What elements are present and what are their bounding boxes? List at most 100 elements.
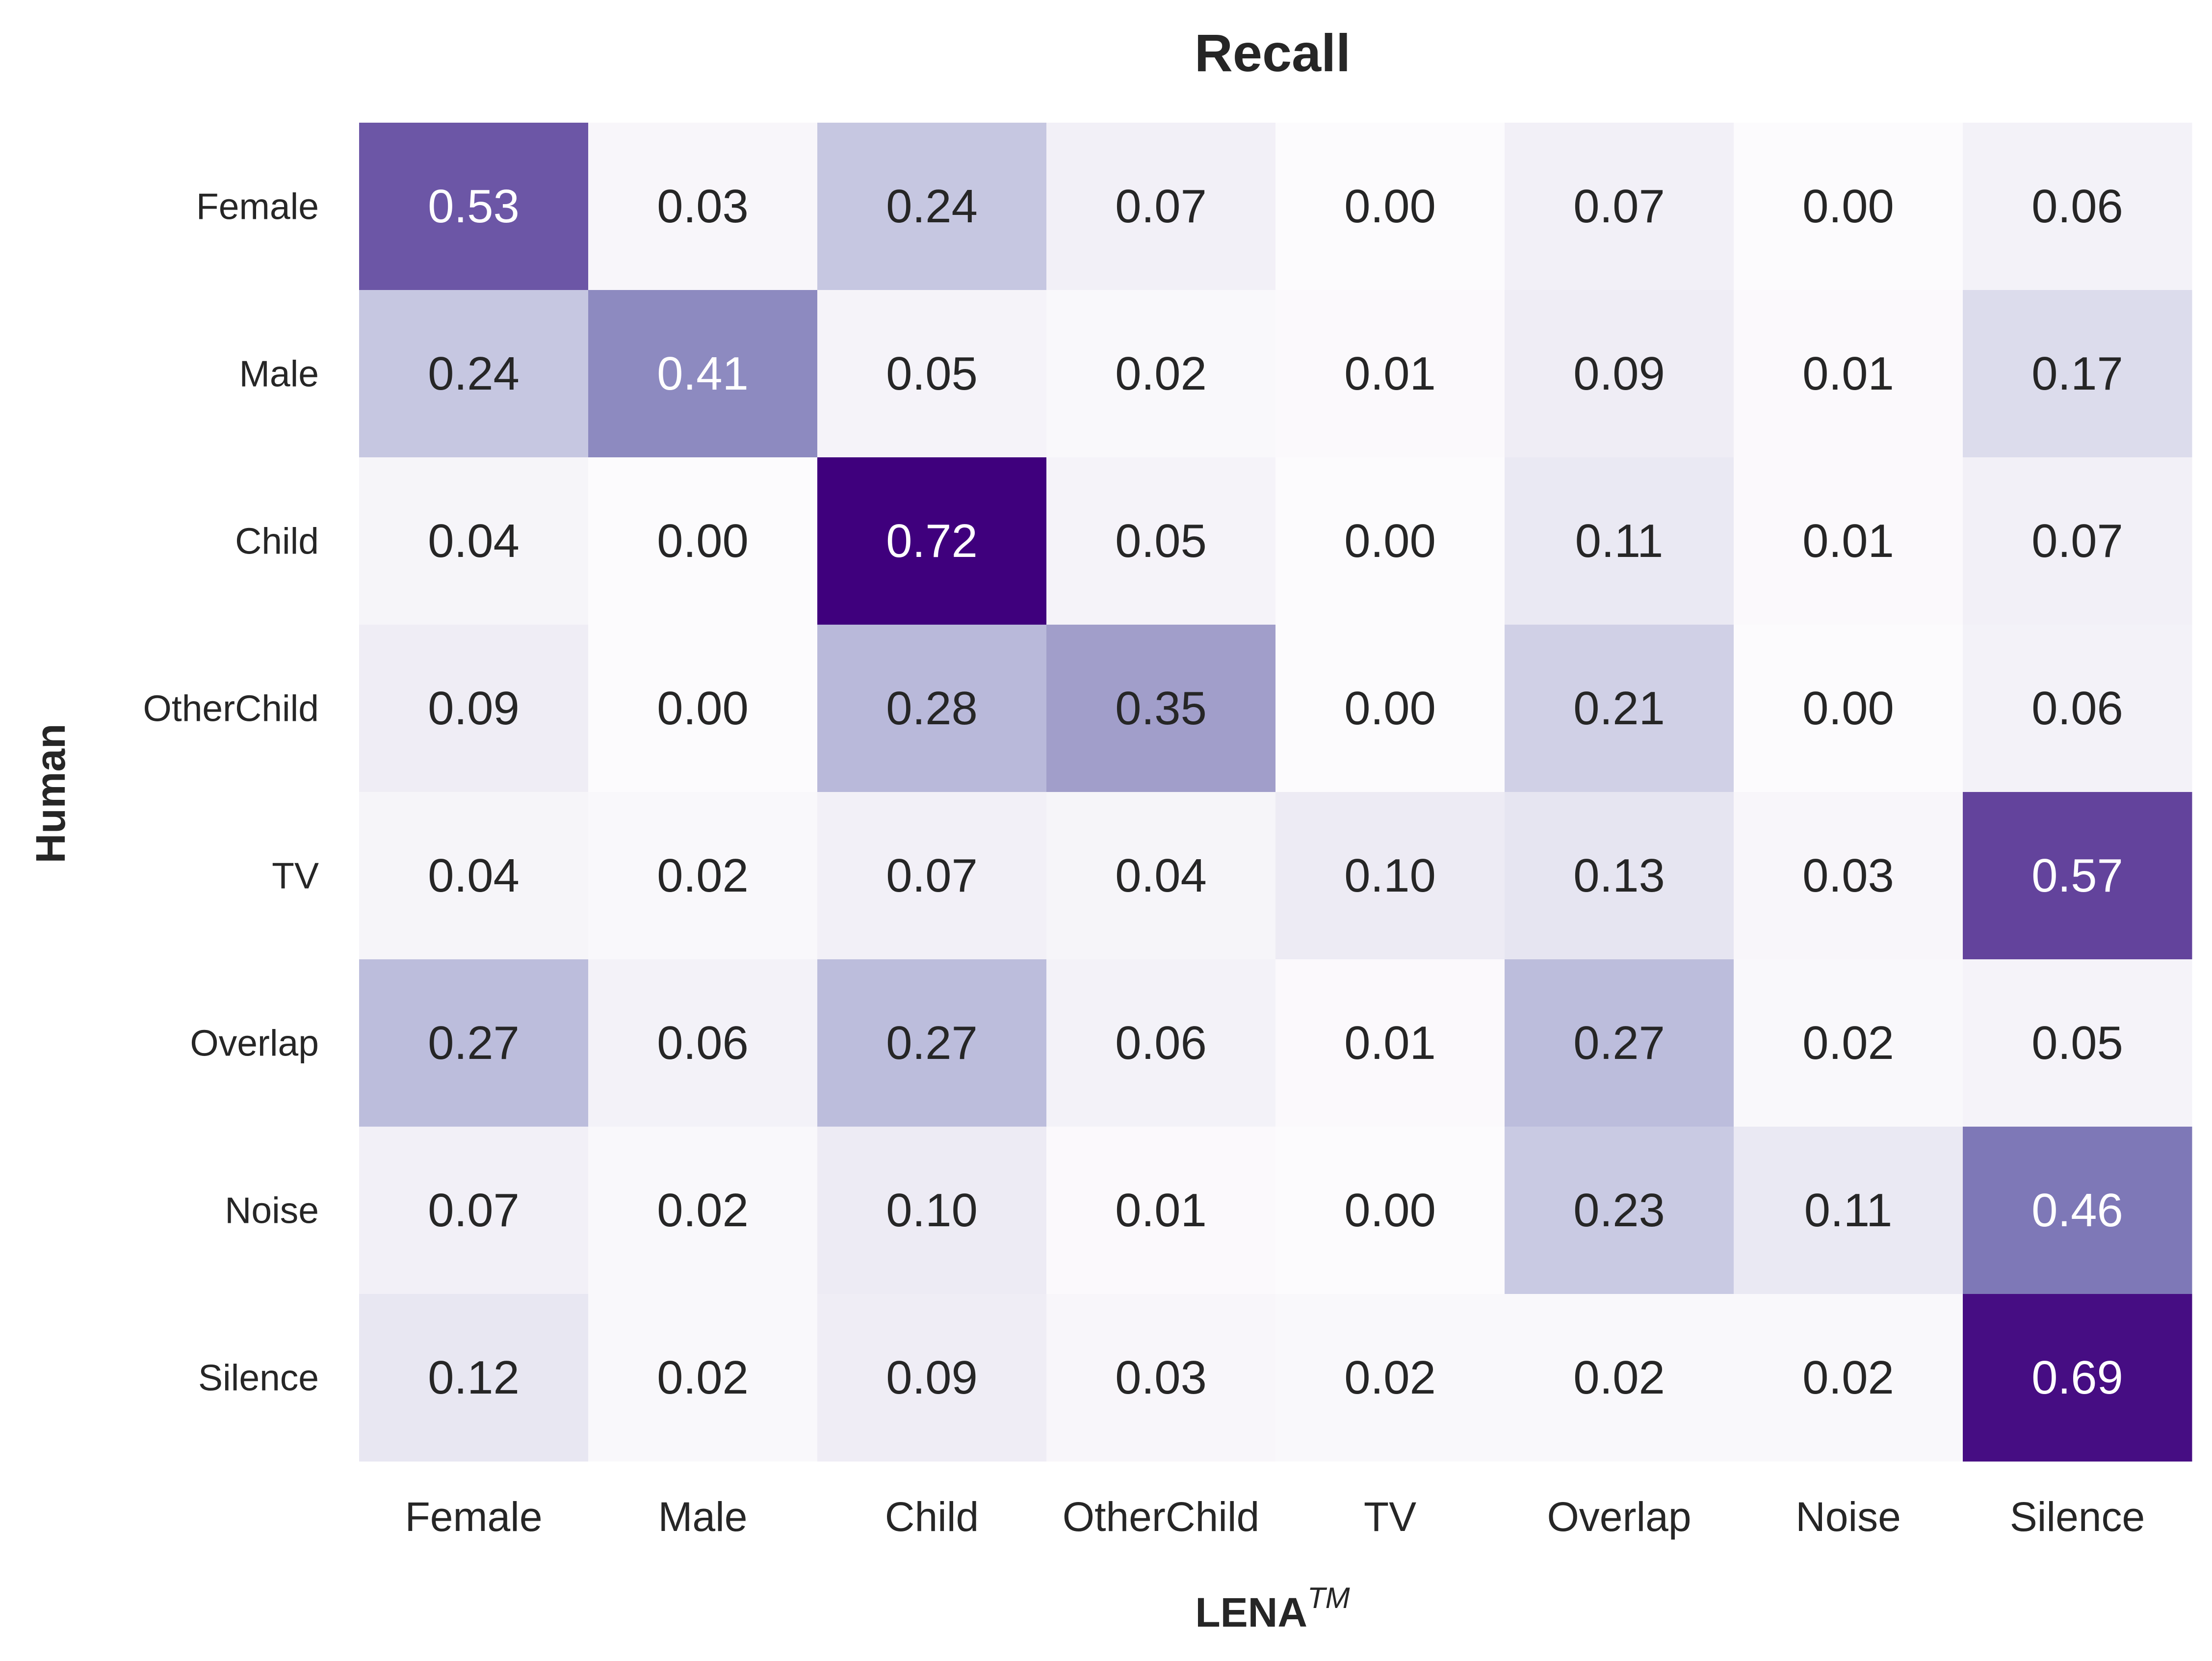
cell-female-male — [588, 123, 818, 290]
cell-male-noise — [1734, 290, 1963, 458]
cell-overlap-noise — [1734, 959, 1963, 1127]
cell-value-overlap-silence: 0.05 — [2031, 1017, 2123, 1069]
y-tick-otherchild: OtherChild — [143, 688, 319, 729]
cell-otherchild-overlap — [1505, 625, 1734, 792]
x-tick-male: Male — [658, 1494, 747, 1540]
y-tick-male: Male — [239, 353, 319, 395]
cell-value-silence-male: 0.02 — [657, 1351, 749, 1404]
cell-value-noise-tv: 0.00 — [1344, 1184, 1436, 1237]
cell-value-tv-otherchild: 0.04 — [1115, 849, 1207, 902]
cell-otherchild-silence — [1963, 625, 2192, 792]
x-tick-tv: TV — [1364, 1494, 1416, 1540]
cell-value-noise-female: 0.07 — [428, 1184, 520, 1237]
cell-value-female-male: 0.03 — [657, 180, 749, 233]
cell-value-male-noise: 0.01 — [1802, 347, 1894, 400]
cell-overlap-male — [588, 959, 818, 1127]
cell-female-tv — [1275, 123, 1505, 290]
y-tick-overlap: Overlap — [190, 1023, 319, 1064]
cell-tv-noise — [1734, 792, 1963, 960]
cell-value-male-tv: 0.01 — [1344, 347, 1436, 400]
cell-tv-female — [359, 792, 589, 960]
cell-noise-child — [817, 1127, 1047, 1294]
cell-otherchild-male — [588, 625, 818, 792]
x-tick-noise: Noise — [1796, 1494, 1901, 1540]
cell-value-child-tv: 0.00 — [1344, 515, 1436, 567]
cell-noise-overlap — [1505, 1127, 1734, 1294]
cell-value-child-male: 0.00 — [657, 515, 749, 567]
cell-value-overlap-overlap: 0.27 — [1573, 1017, 1665, 1069]
cell-value-otherchild-overlap: 0.21 — [1573, 682, 1665, 735]
cell-value-tv-male: 0.02 — [657, 849, 749, 902]
cell-tv-child — [817, 792, 1047, 960]
cell-value-child-female: 0.04 — [428, 515, 520, 567]
cell-female-overlap — [1505, 123, 1734, 290]
cell-value-tv-tv: 0.10 — [1344, 849, 1436, 902]
cell-value-otherchild-child: 0.28 — [886, 682, 978, 735]
cell-male-female — [359, 290, 589, 458]
x-axis-label: LENATM — [1195, 1582, 1350, 1635]
cell-noise-silence — [1963, 1127, 2192, 1294]
cell-silence-overlap — [1505, 1294, 1734, 1462]
cell-value-silence-overlap: 0.02 — [1573, 1351, 1665, 1404]
cell-value-female-silence: 0.06 — [2031, 180, 2123, 233]
cell-value-child-noise: 0.01 — [1802, 515, 1894, 567]
cell-male-silence — [1963, 290, 2192, 458]
cell-value-noise-otherchild: 0.01 — [1115, 1184, 1207, 1237]
cell-value-noise-noise: 0.11 — [1804, 1184, 1893, 1237]
cell-value-female-child: 0.24 — [886, 180, 978, 233]
cell-value-child-overlap: 0.11 — [1575, 515, 1664, 567]
heatmap-cell-labels: 0.53 0.03 0.24 0.07 0.00 0.07 0.00 0.06 0.24 0.41… — [428, 180, 2123, 1404]
cell-noise-male — [588, 1127, 818, 1294]
cell-female-child — [817, 123, 1047, 290]
cell-value-overlap-noise: 0.02 — [1802, 1017, 1894, 1069]
heatmap-cells — [359, 123, 2192, 1462]
cell-child-female — [359, 457, 589, 625]
cell-value-overlap-female: 0.27 — [428, 1017, 520, 1069]
cell-tv-otherchild — [1046, 792, 1276, 960]
cell-noise-otherchild — [1046, 1127, 1276, 1294]
cell-value-otherchild-tv: 0.00 — [1344, 682, 1436, 735]
cell-silence-female — [359, 1294, 589, 1462]
cell-child-child — [817, 457, 1047, 625]
cell-value-female-female: 0.53 — [428, 180, 520, 233]
cell-silence-male — [588, 1294, 818, 1462]
cell-value-child-child: 0.72 — [886, 515, 978, 567]
cell-value-tv-silence: 0.57 — [2031, 849, 2123, 902]
y-tick-noise: Noise — [225, 1190, 319, 1231]
x-axis-label-superscript: TM — [1307, 1582, 1350, 1614]
x-tick-female: Female — [405, 1494, 542, 1540]
cell-male-otherchild — [1046, 290, 1276, 458]
cell-child-tv — [1275, 457, 1505, 625]
x-tick-child: Child — [885, 1494, 979, 1540]
cell-child-male — [588, 457, 818, 625]
cell-value-silence-silence: 0.69 — [2031, 1351, 2123, 1404]
cell-value-male-silence: 0.17 — [2031, 347, 2123, 400]
cell-child-silence — [1963, 457, 2192, 625]
cell-overlap-female — [359, 959, 589, 1127]
cell-male-overlap — [1505, 290, 1734, 458]
cell-otherchild-tv — [1275, 625, 1505, 792]
cell-female-otherchild — [1046, 123, 1276, 290]
cell-value-overlap-male: 0.06 — [657, 1017, 749, 1069]
cell-value-otherchild-silence: 0.06 — [2031, 682, 2123, 735]
cell-value-noise-child: 0.10 — [886, 1184, 978, 1237]
cell-value-noise-male: 0.02 — [657, 1184, 749, 1237]
cell-overlap-silence — [1963, 959, 2192, 1127]
cell-overlap-overlap — [1505, 959, 1734, 1127]
cell-overlap-tv — [1275, 959, 1505, 1127]
cell-otherchild-noise — [1734, 625, 1963, 792]
cell-value-tv-overlap: 0.13 — [1573, 849, 1665, 902]
y-tick-child: Child — [235, 521, 319, 562]
x-tick-silence: Silence — [2010, 1494, 2145, 1540]
y-tick-silence: Silence — [198, 1357, 319, 1398]
cell-value-male-overlap: 0.09 — [1573, 347, 1665, 400]
cell-value-female-overlap: 0.07 — [1573, 180, 1665, 233]
cell-tv-overlap — [1505, 792, 1734, 960]
cell-otherchild-child — [817, 625, 1047, 792]
cell-child-noise — [1734, 457, 1963, 625]
cell-value-overlap-tv: 0.01 — [1344, 1017, 1436, 1069]
cell-otherchild-female — [359, 625, 589, 792]
x-axis-label-main: LENA — [1195, 1589, 1307, 1635]
cell-value-otherchild-male: 0.00 — [657, 682, 749, 735]
